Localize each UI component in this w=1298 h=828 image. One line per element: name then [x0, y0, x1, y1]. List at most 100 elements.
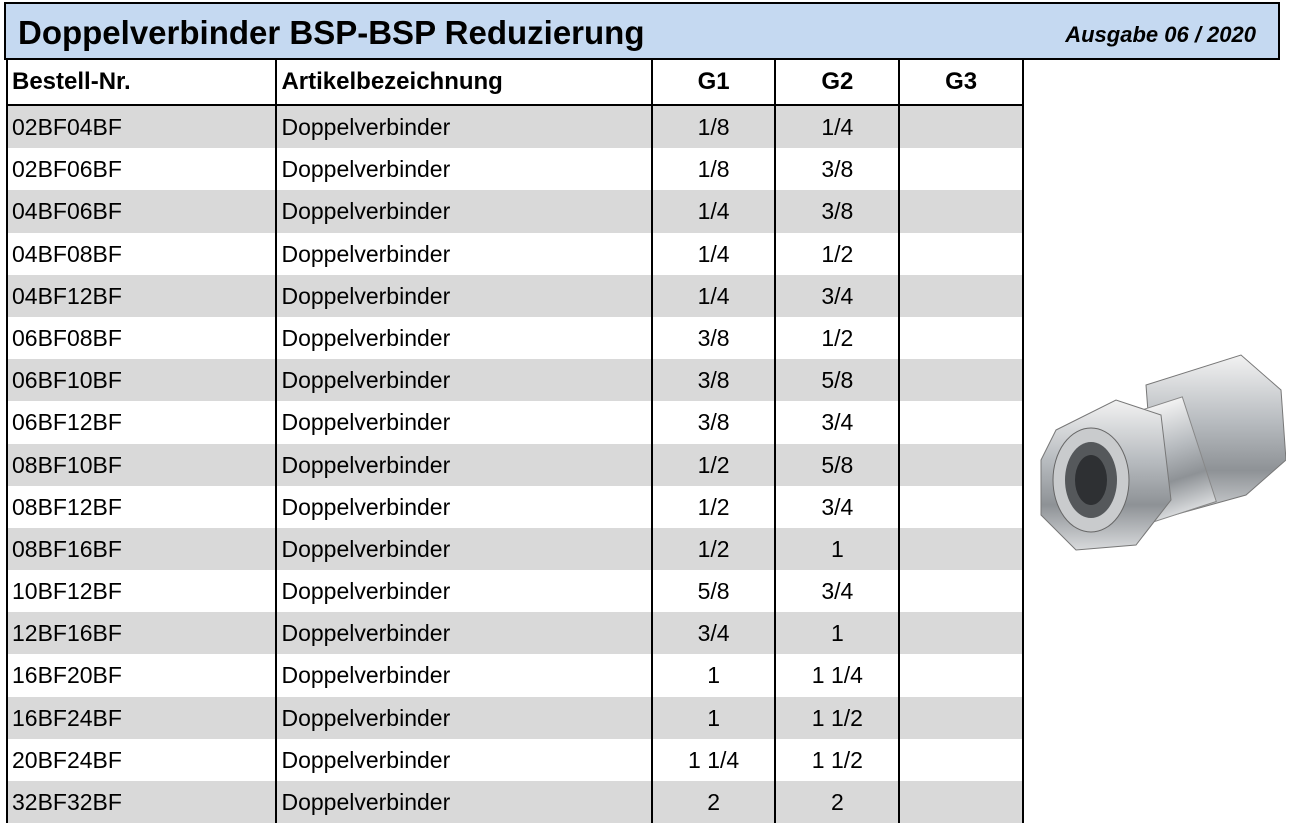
table-cell: 1/4: [776, 106, 900, 148]
table-cell: 04BF12BF: [6, 275, 277, 317]
table-cell: [900, 190, 1024, 232]
table-cell: 3/4: [776, 486, 900, 528]
column-header: G1: [653, 60, 777, 104]
table-cell: [900, 654, 1024, 696]
table-cell: 04BF06BF: [6, 190, 277, 232]
table-cell: [900, 233, 1024, 275]
table-cell: Doppelverbinder: [277, 401, 652, 443]
table-cell: 06BF12BF: [6, 401, 277, 443]
table-cell: 1: [776, 528, 900, 570]
table-cell: 3/8: [776, 190, 900, 232]
page: {"header": {"title": "Doppelverbinder BS…: [0, 0, 1298, 828]
edition: Ausgabe 06 / 2020: [1065, 22, 1256, 48]
table-cell: Doppelverbinder: [277, 739, 652, 781]
table-cell: 1/2: [776, 233, 900, 275]
table-cell: Doppelverbinder: [277, 612, 652, 654]
table-cell: [900, 317, 1024, 359]
table-cell: Doppelverbinder: [277, 654, 652, 696]
table-cell: [900, 401, 1024, 443]
table-cell: Doppelverbinder: [277, 697, 652, 739]
table-cell: 5/8: [653, 570, 777, 612]
table-cell: [900, 570, 1024, 612]
table-cell: 16BF24BF: [6, 697, 277, 739]
table-cell: 1/8: [653, 106, 777, 148]
column-header: G2: [776, 60, 900, 104]
table-cell: 1 1/4: [653, 739, 777, 781]
table-cell: [900, 739, 1024, 781]
table-cell: Doppelverbinder: [277, 528, 652, 570]
table-cell: 32BF32BF: [6, 781, 277, 823]
table-cell: 08BF10BF: [6, 444, 277, 486]
table-cell: 3/4: [776, 401, 900, 443]
table-cell: 1/4: [653, 275, 777, 317]
table-cell: Doppelverbinder: [277, 106, 652, 148]
table-cell: 1: [776, 612, 900, 654]
table-cell: 5/8: [776, 359, 900, 401]
table-cell: 08BF16BF: [6, 528, 277, 570]
table-cell: 1/4: [653, 233, 777, 275]
column-header: Artikelbezeichnung: [277, 60, 652, 104]
table-cell: 1/2: [653, 528, 777, 570]
title: Doppelverbinder BSP-BSP Reduzierung: [18, 14, 644, 52]
table-cell: 02BF06BF: [6, 148, 277, 190]
table-cell: 3/8: [653, 359, 777, 401]
table-cell: Doppelverbinder: [277, 486, 652, 528]
column-header: Bestell-Nr.: [6, 60, 277, 104]
table-cell: 5/8: [776, 444, 900, 486]
table-cell: 3/4: [776, 570, 900, 612]
table-cell: 1/2: [776, 317, 900, 359]
table-cell: [900, 106, 1024, 148]
table-cell: 3/8: [776, 148, 900, 190]
table-cell: 1/8: [653, 148, 777, 190]
table-cell: 10BF12BF: [6, 570, 277, 612]
table-cell: [900, 612, 1024, 654]
product-image: [1036, 350, 1286, 560]
table-cell: [900, 275, 1024, 317]
table-cell: Doppelverbinder: [277, 275, 652, 317]
table-cell: [900, 486, 1024, 528]
table-cell: 1/4: [653, 190, 777, 232]
column-header: G3: [900, 60, 1024, 104]
table-cell: Doppelverbinder: [277, 148, 652, 190]
table-cell: [900, 359, 1024, 401]
table-cell: [900, 528, 1024, 570]
table-cell: 16BF20BF: [6, 654, 277, 696]
table-cell: 3/4: [776, 275, 900, 317]
table-cell: 3/8: [653, 401, 777, 443]
table-cell: [900, 148, 1024, 190]
table-cell: 1 1/4: [776, 654, 900, 696]
table-cell: 06BF10BF: [6, 359, 277, 401]
title-bar: Doppelverbinder BSP-BSP Reduzierung Ausg…: [4, 2, 1280, 60]
table-cell: [900, 697, 1024, 739]
table-cell: 12BF16BF: [6, 612, 277, 654]
table-cell: 2: [653, 781, 777, 823]
table-cell: Doppelverbinder: [277, 359, 652, 401]
table-cell: 06BF08BF: [6, 317, 277, 359]
table-cell: [900, 444, 1024, 486]
table-cell: Doppelverbinder: [277, 233, 652, 275]
table-cell: 04BF08BF: [6, 233, 277, 275]
table-cell: Doppelverbinder: [277, 190, 652, 232]
table-cell: Doppelverbinder: [277, 570, 652, 612]
table-cell: 02BF04BF: [6, 106, 277, 148]
table-cell: 2: [776, 781, 900, 823]
table-cell: [900, 781, 1024, 823]
table-cell: Doppelverbinder: [277, 781, 652, 823]
table-cell: Doppelverbinder: [277, 317, 652, 359]
